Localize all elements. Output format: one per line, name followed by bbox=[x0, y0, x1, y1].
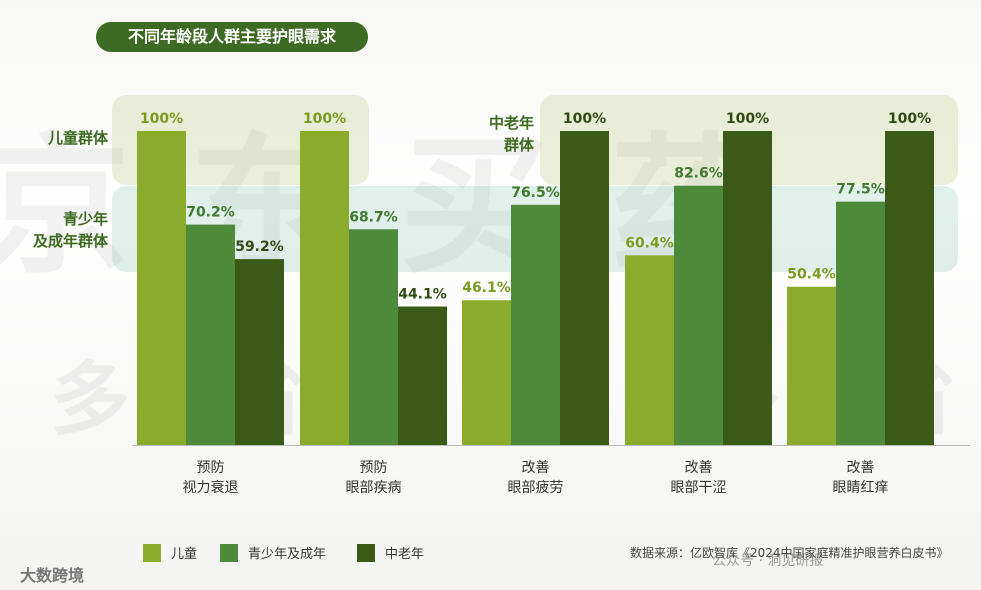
bar bbox=[723, 131, 772, 445]
data-label: 50.4% bbox=[787, 267, 836, 283]
legend-item-elderly: 中老年 bbox=[357, 543, 424, 562]
data-label: 44.1% bbox=[398, 287, 447, 303]
category-label: 改善 眼部干涩 bbox=[670, 460, 727, 496]
data-label: 100% bbox=[726, 111, 769, 127]
chart-title: 不同年龄段人群主要护眼需求 bbox=[96, 22, 368, 52]
category-label: 改善 眼睛红痒 bbox=[832, 460, 889, 496]
data-label: 59.2% bbox=[235, 239, 284, 255]
data-label: 100% bbox=[140, 111, 183, 127]
bar bbox=[398, 306, 447, 445]
bar bbox=[787, 286, 836, 445]
data-label: 70.2% bbox=[186, 205, 235, 221]
bar bbox=[836, 201, 885, 445]
legend-label: 中老年 bbox=[385, 547, 425, 562]
bar bbox=[186, 224, 235, 445]
data-label: 100% bbox=[563, 111, 606, 127]
data-label: 60.4% bbox=[625, 235, 674, 251]
bar bbox=[235, 259, 284, 445]
bar bbox=[674, 185, 723, 446]
legend-swatch bbox=[220, 543, 238, 562]
bar bbox=[625, 255, 674, 445]
wechat-watermark: 公众号 · 洞见研报 bbox=[712, 553, 824, 569]
bar bbox=[511, 204, 560, 445]
bar bbox=[462, 300, 511, 445]
legend-item-children: 儿童 bbox=[143, 543, 197, 562]
legend-label: 儿童 bbox=[171, 547, 198, 562]
data-label: 68.7% bbox=[349, 209, 398, 225]
category-label: 改善 眼部疲劳 bbox=[507, 460, 564, 496]
bar bbox=[349, 229, 398, 445]
data-label: 82.6% bbox=[674, 166, 723, 182]
bar bbox=[137, 131, 186, 445]
brand-mark: 大数跨境 bbox=[20, 566, 85, 585]
data-label: 100% bbox=[888, 111, 931, 127]
data-label: 46.1% bbox=[462, 280, 511, 296]
group-label-elderly: 中老年 群体 bbox=[488, 114, 534, 154]
bar bbox=[560, 131, 609, 445]
data-label: 76.5% bbox=[511, 185, 560, 201]
group-label-youth: 青少年 及成年群体 bbox=[32, 210, 108, 250]
bar bbox=[885, 131, 934, 445]
category-label: 预防 眼部疾病 bbox=[345, 460, 402, 496]
category-label: 预防 视力衰退 bbox=[182, 460, 239, 496]
legend-swatch bbox=[143, 543, 161, 562]
data-label: 100% bbox=[303, 111, 346, 127]
data-label: 77.5% bbox=[836, 182, 885, 198]
legend-label: 青少年及成年 bbox=[248, 547, 327, 562]
legend-item-youth: 青少年及成年 bbox=[220, 543, 326, 562]
group-label-children: 儿童群体 bbox=[47, 129, 108, 147]
source-note: 数据来源：亿欧智库《2024中国家庭精准护眼营养白皮书》 bbox=[630, 546, 949, 560]
legend-swatch bbox=[357, 543, 375, 562]
bar bbox=[300, 131, 349, 445]
